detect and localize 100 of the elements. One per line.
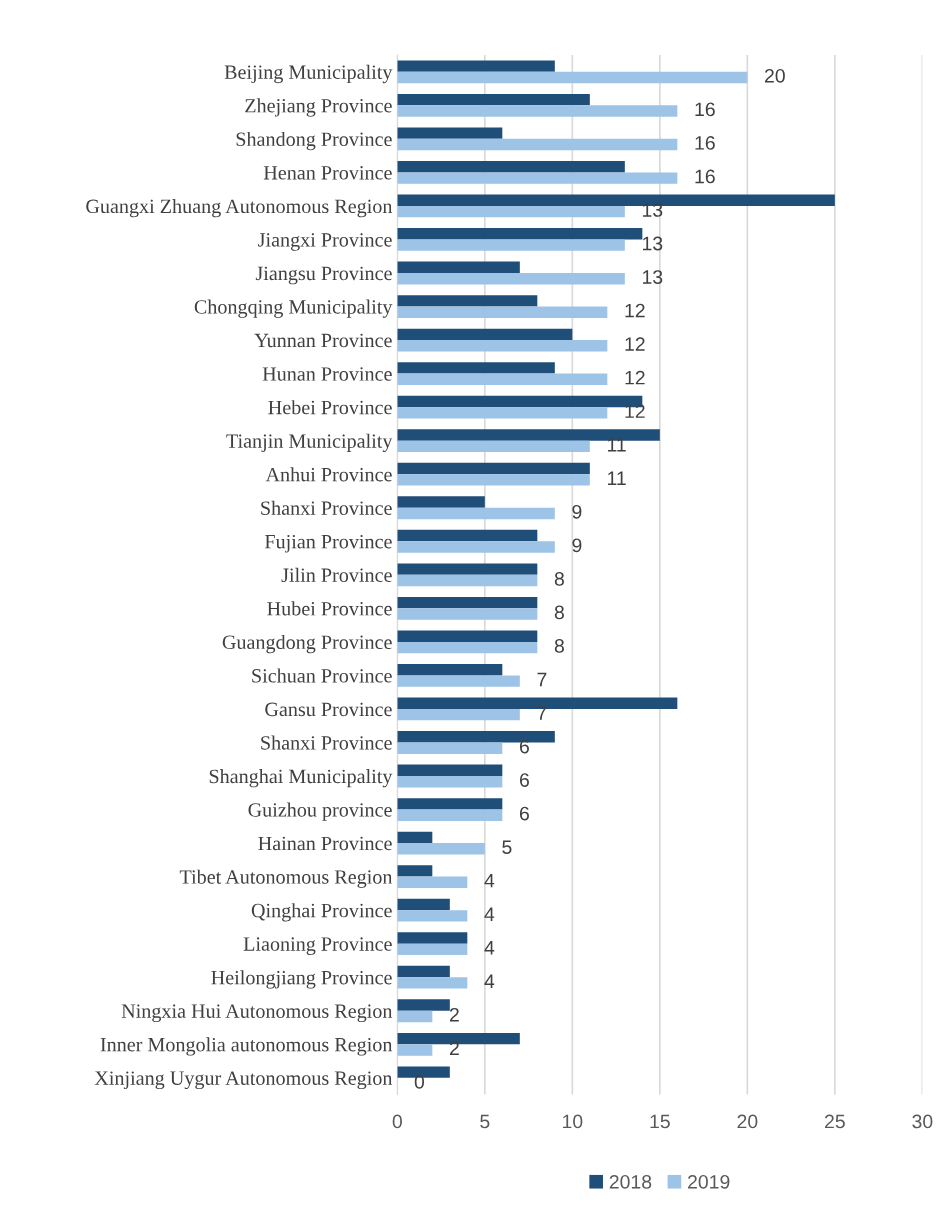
y-tick-label: Jiangxi Province (258, 233, 392, 251)
bar (397, 71, 748, 84)
data-label: 11 (607, 438, 626, 452)
data-label: 2 (449, 1007, 459, 1022)
data-label: 8 (554, 571, 564, 586)
data-label: 13 (642, 203, 663, 217)
bar (397, 440, 590, 453)
y-tick-label: Shanghai Municipality (209, 769, 393, 788)
data-label: 4 (484, 941, 495, 955)
data-label: 9 (572, 538, 582, 553)
bar (397, 127, 503, 139)
x-tick-label: 25 (825, 1114, 845, 1129)
data-label: 12 (625, 337, 645, 351)
data-label: 4 (484, 974, 495, 988)
legend-label: 2019 (688, 1174, 730, 1189)
data-label: 6 (519, 773, 529, 787)
bar (397, 641, 538, 654)
bar (397, 60, 555, 72)
bar (397, 943, 468, 956)
y-tick-label: Tianjin Municipality (226, 433, 393, 453)
y-tick-label: Hebei Province (268, 400, 392, 415)
data-label: 16 (695, 102, 715, 117)
bar (397, 1044, 433, 1056)
bar (397, 362, 555, 374)
bar (397, 261, 520, 274)
data-label: 12 (625, 370, 645, 385)
y-tick-label: Beijing Municipality (224, 64, 393, 84)
bar (397, 1010, 433, 1023)
y-tick-label: Liaoning Province (243, 937, 392, 955)
bar (397, 965, 450, 978)
bar (397, 228, 643, 240)
bar (397, 742, 503, 754)
bar (397, 596, 538, 609)
y-tick-label: Shanxi Province (261, 500, 392, 515)
bar (397, 977, 468, 989)
y-tick-label: Qinghai Province (251, 903, 392, 922)
x-tick-label: 5 (480, 1114, 490, 1129)
bar (397, 496, 485, 508)
bar (397, 843, 485, 855)
bar (397, 105, 678, 117)
data-label: 9 (572, 504, 582, 519)
data-label: 12 (625, 303, 645, 318)
bar (397, 630, 538, 642)
y-tick-label: Guangdong Province (222, 634, 392, 654)
y-tick-label: Ningxia Hui Autonomous Region (121, 1004, 393, 1023)
bar (397, 898, 450, 911)
bar (397, 407, 608, 419)
bar (397, 608, 538, 620)
bar (397, 764, 503, 777)
x-tick-label: 30 (912, 1114, 933, 1129)
y-tick-label: Jiangsu Province (255, 266, 392, 285)
bar (397, 664, 503, 676)
legend-label: 2018 (609, 1174, 652, 1189)
bar (397, 93, 590, 106)
y-tick-label: Hubei Province (267, 601, 392, 616)
bar (397, 328, 573, 341)
data-label: 7 (537, 672, 547, 687)
x-tick-label: 20 (737, 1114, 758, 1129)
data-label: 7 (537, 706, 547, 720)
bar (397, 776, 503, 788)
bar (397, 865, 433, 877)
y-tick-label: Guangxi Zhuang Autonomous Region (86, 198, 393, 218)
bar (397, 340, 608, 352)
bar (397, 295, 538, 307)
data-label: 6 (519, 806, 529, 821)
data-label: 11 (607, 471, 626, 485)
y-tick-label: Shanxi Province (261, 735, 392, 750)
data-label: 13 (642, 270, 663, 284)
bar (397, 999, 450, 1011)
bar (397, 172, 678, 184)
y-tick-label: Fujian Province (264, 534, 392, 553)
bar (397, 529, 538, 542)
data-label: 8 (554, 605, 564, 620)
bar (397, 910, 468, 922)
y-tick-label: Hainan Province (258, 836, 392, 851)
y-tick-label: Xinjiang Uygur Autonomous Region (94, 1071, 393, 1090)
bar (397, 574, 538, 587)
bar (397, 563, 538, 575)
bar (397, 138, 678, 151)
bar (397, 831, 433, 844)
data-label: 6 (519, 739, 529, 754)
data-label: 13 (642, 236, 663, 251)
y-tick-label: Guizhou province (248, 802, 392, 821)
bar (397, 675, 520, 687)
bar (397, 708, 520, 721)
bar (397, 809, 503, 821)
y-tick-label: Yunnan Province (254, 333, 392, 348)
bar (397, 373, 608, 386)
x-tick-label: 15 (650, 1114, 670, 1129)
data-label: 4 (484, 873, 495, 888)
y-tick-label: Anhui Province (265, 467, 392, 482)
y-tick-label: Heilongjiang Province (211, 970, 392, 989)
data-label: 12 (625, 404, 645, 418)
data-label: 16 (695, 136, 715, 150)
bar (397, 205, 625, 218)
data-label: 16 (695, 169, 715, 184)
bar (397, 273, 625, 285)
bar (397, 541, 555, 553)
y-tick-label: Shandong Province (236, 131, 392, 151)
bar (397, 161, 625, 173)
